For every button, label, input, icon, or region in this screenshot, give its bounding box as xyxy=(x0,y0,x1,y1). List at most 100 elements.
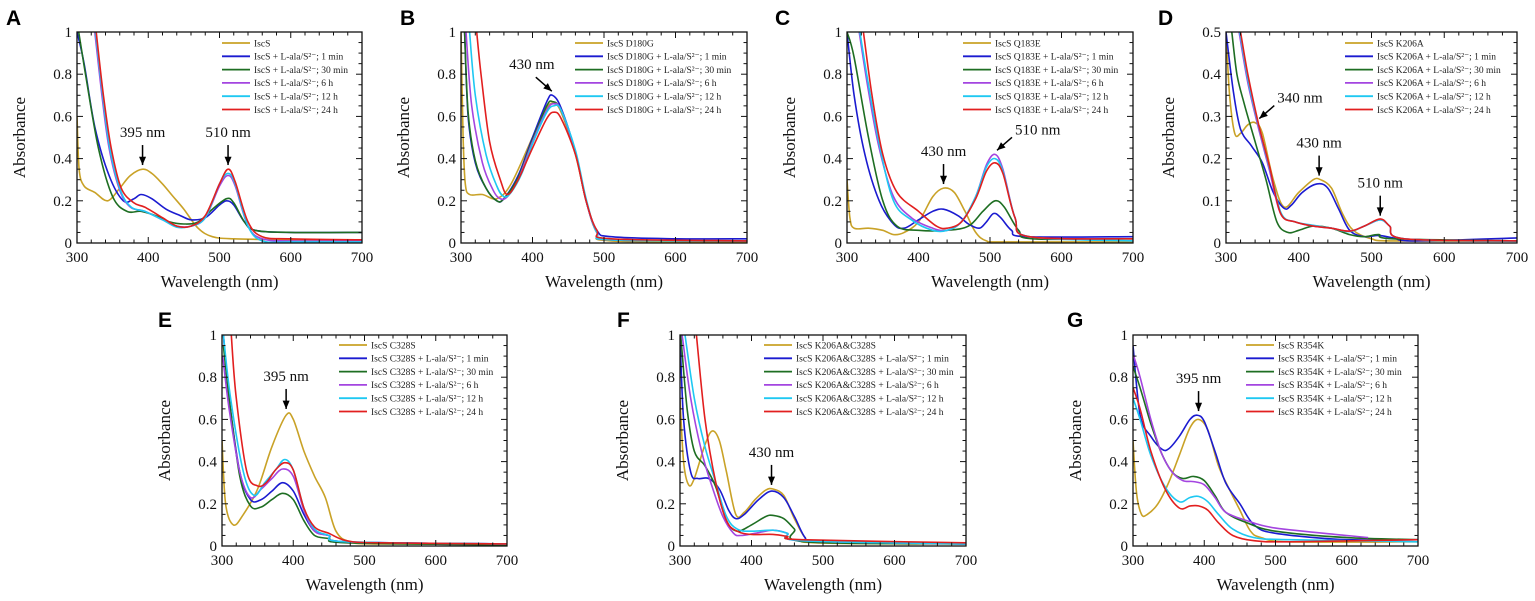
y-tick-label: 0.4 xyxy=(198,455,217,471)
x-tick-label: 600 xyxy=(664,250,687,266)
curves xyxy=(1226,32,1517,243)
legend-entry: IscS K206A&C328S + L-ala/S²⁻; 1 min xyxy=(796,355,949,365)
panel-letter: A xyxy=(6,7,21,30)
x-axis-label: Wavelength (nm) xyxy=(545,272,663,291)
series-line-5 xyxy=(859,32,1133,242)
arrowhead-icon xyxy=(543,83,552,92)
axes-frame xyxy=(1225,31,1518,244)
x-tick-label: 700 xyxy=(736,250,759,266)
series-line-3 xyxy=(847,32,1133,241)
series-line-5 xyxy=(684,335,966,545)
legend-entry: IscS D180G + L-ala/S²⁻; 24 h xyxy=(607,106,722,116)
peak-label: 430 nm xyxy=(1296,136,1342,152)
legend-entry: IscS C328S + L-ala/S²⁻; 1 min xyxy=(371,355,489,365)
legend: IscS D180G IscS D180G + L-ala/S²⁻; 1 min I… xyxy=(575,39,732,116)
series-line-6 xyxy=(475,32,747,242)
panel-letter: C xyxy=(775,7,790,30)
y-tick-label: 0.1 xyxy=(1202,194,1221,210)
legend-entry: IscS + L-ala/S²⁻; 24 h xyxy=(254,106,338,116)
y-axis-label: Absorbance xyxy=(780,97,799,178)
legend-entry: IscS C328S + L-ala/S²⁻; 6 h xyxy=(371,381,479,391)
legend-entry: IscS D180G + L-ala/S²⁻; 1 min xyxy=(607,53,727,63)
y-axis-label: Absorbance xyxy=(1066,400,1085,481)
legend: IscS Q183E IscS Q183E + L-ala/S²⁻; 1 min I… xyxy=(963,39,1118,116)
series-line-2 xyxy=(1226,32,1517,242)
legend-entry: IscS R354K + L-ala/S²⁻; 12 h xyxy=(1278,395,1392,405)
y-axis-label: Absorbance xyxy=(155,400,174,481)
x-tick-label: 600 xyxy=(1433,250,1456,266)
x-tick-label: 600 xyxy=(1336,553,1359,569)
y-tick-label: 0.8 xyxy=(823,67,842,83)
x-tick-label: 700 xyxy=(1506,250,1529,266)
x-tick-label: 600 xyxy=(280,250,303,266)
x-tick-label: 700 xyxy=(955,553,978,569)
series-line-3 xyxy=(680,335,966,545)
x-tick-label: 300 xyxy=(211,553,234,569)
y-tick-label: 0.6 xyxy=(198,412,217,428)
y-tick-label: 0.4 xyxy=(1109,455,1128,471)
peak-label: 395 nm xyxy=(263,369,309,385)
y-tick-label: 0.4 xyxy=(823,152,842,168)
peak-label: 430 nm xyxy=(921,144,967,160)
legend-entry: IscS Q183E xyxy=(995,39,1041,49)
legend-entry: IscS D180G xyxy=(607,39,654,49)
peak-annotation: 430 nm xyxy=(921,144,967,185)
x-axis-label: Wavelength (nm) xyxy=(1312,272,1430,291)
legend-entry: IscS K206A&C328S + L-ala/S²⁻; 24 h xyxy=(796,408,944,418)
peak-label: 510 nm xyxy=(205,125,251,141)
y-axis-label: Absorbance xyxy=(613,400,632,481)
x-tick-label: 600 xyxy=(883,553,906,569)
arrowhead-icon xyxy=(1315,167,1323,176)
peak-label: 395 nm xyxy=(1176,371,1222,387)
legend-entry: IscS C328S + L-ala/S²⁻; 30 min xyxy=(371,368,493,378)
legend-entry: IscS R354K xyxy=(1278,341,1324,351)
x-tick-label: 500 xyxy=(208,250,231,266)
y-tick-label: 0 xyxy=(1214,236,1222,252)
series-line-6 xyxy=(95,32,362,241)
x-tick-label: 500 xyxy=(1360,250,1383,266)
legend-entry: IscS D180G + L-ala/S²⁻; 12 h xyxy=(607,93,722,103)
x-tick-label: 400 xyxy=(907,250,930,266)
y-tick-label: 0.4 xyxy=(437,152,456,168)
legend-entry: IscS Q183E + L-ala/S²⁻; 30 min xyxy=(995,66,1118,76)
y-tick-label: 0.6 xyxy=(437,109,456,125)
legend-entry: IscS R354K + L-ala/S²⁻; 24 h xyxy=(1278,408,1392,418)
curves xyxy=(1133,345,1418,543)
y-tick-label: 0.3 xyxy=(1202,109,1221,125)
series-line-3 xyxy=(1133,366,1418,541)
legend-entry: IscS K206A&C328S xyxy=(796,341,876,351)
series-line-2 xyxy=(680,335,966,545)
arrowhead-icon xyxy=(1259,110,1268,119)
arrowhead-icon xyxy=(997,142,1006,151)
x-tick-label: 400 xyxy=(521,250,544,266)
peak-annotation: 430 nm xyxy=(749,445,795,485)
series-line-6 xyxy=(1133,387,1418,543)
legend-entry: IscS K206A&C328S + L-ala/S²⁻; 6 h xyxy=(796,381,939,391)
series-line-1 xyxy=(77,116,362,242)
x-tick-label: 300 xyxy=(836,250,859,266)
y-tick-label: 0.2 xyxy=(437,194,456,210)
y-tick-label: 1 xyxy=(449,25,457,41)
panel-g: G 300 400 500 600 700 0 0.2 0.4 0.6 0.8 1 Wavelength… xyxy=(1066,309,1429,594)
legend-entry: IscS R354K + L-ala/S²⁻; 1 min xyxy=(1278,355,1397,365)
series-line-6 xyxy=(1239,32,1517,242)
y-axis-label: Absorbance xyxy=(1159,97,1178,178)
legend-entry: IscS + L-ala/S²⁻; 12 h xyxy=(254,93,338,103)
legend-entry: IscS K206A + L-ala/S²⁻; 1 min xyxy=(1377,53,1496,63)
legend-entry: IscS R354K + L-ala/S²⁻; 30 min xyxy=(1278,368,1402,378)
y-tick-label: 0 xyxy=(449,236,457,252)
curves xyxy=(77,32,362,243)
x-tick-label: 500 xyxy=(812,553,835,569)
legend-entry: IscS K206A + L-ala/S²⁻; 12 h xyxy=(1377,93,1491,103)
legend-entry: IscS K206A + L-ala/S²⁻; 30 min xyxy=(1377,66,1501,76)
x-tick-label: 500 xyxy=(593,250,616,266)
y-tick-label: 1 xyxy=(1121,328,1129,344)
series-line-5 xyxy=(222,335,507,545)
peak-label: 510 nm xyxy=(1015,122,1061,138)
series-line-5 xyxy=(1133,398,1418,543)
y-tick-label: 1 xyxy=(835,25,843,41)
panel-c: C 300 400 500 600 700 0 0.2 0.4 0.6 0.8 1 Wavelength… xyxy=(775,7,1144,291)
legend-entry: IscS Q183E + L-ala/S²⁻; 1 min xyxy=(995,53,1114,63)
series-line-6 xyxy=(862,32,1133,240)
y-tick-label: 0.6 xyxy=(53,109,72,125)
